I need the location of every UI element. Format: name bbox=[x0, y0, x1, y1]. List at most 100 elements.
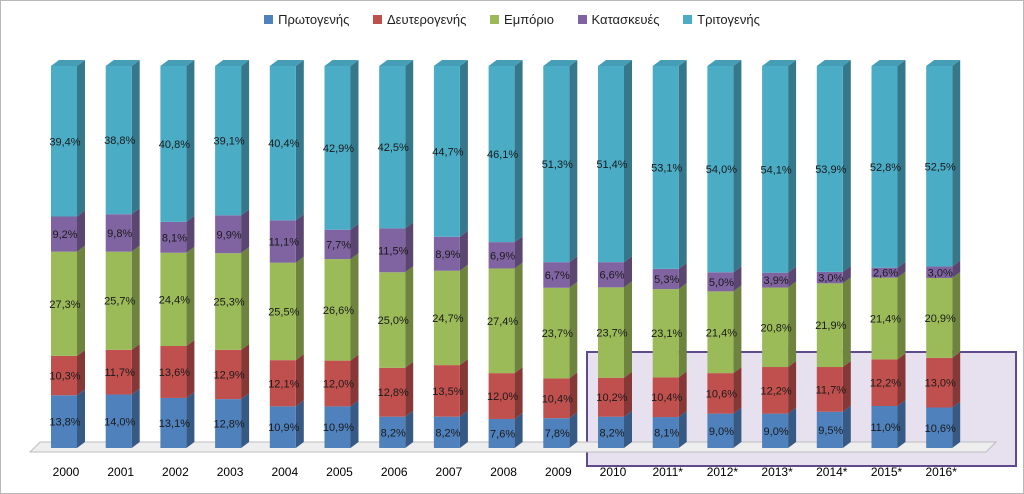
bar-side-2-2015* bbox=[897, 353, 906, 406]
x-tick-label: 2002 bbox=[162, 465, 189, 479]
bar-segment-4-2000 bbox=[51, 216, 77, 252]
bar-segment-5-2004 bbox=[269, 66, 296, 221]
bar-side-3-2016* bbox=[952, 272, 961, 358]
bar-side-4-2003 bbox=[241, 209, 250, 254]
bar-side-5-2009 bbox=[569, 60, 578, 263]
bar-side-5-2015* bbox=[897, 60, 906, 268]
bar-segment-3-2011* bbox=[652, 289, 679, 378]
bar-segment-5-2008 bbox=[488, 66, 515, 243]
bar-segment-2-2005 bbox=[324, 360, 351, 407]
data-label: 21,4% bbox=[870, 314, 901, 326]
bar-side-5-2005 bbox=[350, 60, 359, 230]
bar-segment-2-2002 bbox=[160, 346, 187, 398]
data-label: 12,2% bbox=[870, 378, 901, 390]
data-label: 9,0% bbox=[764, 426, 789, 438]
bar-side-3-2014* bbox=[842, 277, 851, 368]
data-label: 9,8% bbox=[107, 228, 132, 240]
bar-side-2-2014* bbox=[842, 361, 851, 412]
data-label: 52,8% bbox=[870, 162, 901, 174]
legend-label: Πρωτογενής bbox=[278, 12, 350, 27]
bar-side-5-2003 bbox=[241, 60, 250, 216]
data-label: 25,7% bbox=[104, 296, 135, 308]
legend-swatch bbox=[683, 15, 693, 24]
bar-segment-2-2011* bbox=[652, 377, 679, 418]
bar-segment-4-2008 bbox=[488, 242, 515, 269]
bar-side-2-2010 bbox=[624, 371, 632, 417]
bar-segment-1-2009 bbox=[543, 418, 570, 448]
bar-segment-3-2000 bbox=[51, 251, 77, 356]
data-label: 8,2% bbox=[435, 427, 460, 439]
legend-label: Τριτογενής bbox=[697, 12, 760, 27]
data-label: 42,5% bbox=[378, 142, 409, 154]
legend-label: Δευτερογενής bbox=[386, 12, 467, 27]
bar-segment-5-2014* bbox=[816, 66, 843, 272]
data-label: 8,2% bbox=[381, 427, 406, 439]
bar-segment-4-2001 bbox=[105, 214, 132, 252]
data-label: 52,5% bbox=[925, 161, 956, 173]
data-label: 7,8% bbox=[545, 428, 570, 440]
bar-segment-1-2012* bbox=[707, 413, 734, 448]
bar-segment-1-2006 bbox=[379, 416, 406, 448]
bar-side-5-2004 bbox=[295, 60, 304, 221]
data-label: 13,1% bbox=[159, 418, 190, 430]
data-label: 11,7% bbox=[105, 367, 136, 379]
bar-side-3-2013* bbox=[788, 281, 797, 368]
data-label: 12,0% bbox=[487, 391, 518, 403]
bar-segment-3-2015* bbox=[871, 277, 898, 360]
bar-side-1-2008 bbox=[514, 412, 523, 448]
bar-side-5-2006 bbox=[405, 60, 414, 229]
bar-side-3-2000 bbox=[77, 245, 85, 356]
bar-segment-4-2002 bbox=[160, 221, 187, 253]
bar-side-4-2009 bbox=[569, 256, 578, 288]
bar-segment-4-2007 bbox=[433, 236, 460, 271]
bar-top-2011* bbox=[652, 60, 687, 66]
bar-segment-3-2014* bbox=[816, 283, 843, 368]
bar-segment-4-2013* bbox=[762, 272, 789, 288]
bar-top-2000 bbox=[51, 60, 85, 66]
bar-side-1-2016* bbox=[952, 401, 961, 448]
data-label: 7,6% bbox=[490, 428, 515, 440]
data-label: 27,4% bbox=[487, 316, 518, 328]
data-label: 40,8% bbox=[159, 139, 190, 151]
bar-segment-4-2003 bbox=[215, 215, 242, 254]
bar-segment-1-2013* bbox=[762, 413, 789, 448]
bar-side-1-2005 bbox=[350, 400, 359, 448]
bar-side-2-2002 bbox=[186, 340, 195, 398]
bar-segment-4-2014* bbox=[816, 271, 843, 284]
data-label: 13,6% bbox=[159, 367, 190, 379]
bar-side-5-2001 bbox=[131, 60, 140, 215]
data-label: 5,3% bbox=[654, 274, 679, 286]
bar-side-4-2015* bbox=[897, 261, 906, 278]
bar-segment-5-2015* bbox=[871, 66, 898, 268]
x-tick-label: 2015* bbox=[871, 465, 903, 479]
legend-label: Εμπόριο bbox=[504, 12, 554, 27]
x-tick-label: 2010 bbox=[600, 465, 627, 479]
x-tick-label: 2006 bbox=[381, 465, 408, 479]
data-label: 20,9% bbox=[925, 313, 956, 325]
bar-segment-5-2007 bbox=[433, 66, 460, 237]
bar-segment-5-2002 bbox=[160, 66, 187, 222]
bar-segment-3-2010 bbox=[598, 287, 624, 378]
bar-segment-3-2002 bbox=[160, 252, 187, 347]
bar-side-4-2007 bbox=[459, 230, 468, 271]
bar-segment-4-2004 bbox=[269, 220, 296, 263]
bar-side-3-2004 bbox=[295, 256, 304, 361]
data-label: 10,4% bbox=[542, 393, 573, 405]
bar-top-2002 bbox=[160, 60, 195, 66]
legend-swatch bbox=[577, 15, 587, 24]
bar-segment-4-2010 bbox=[598, 262, 624, 288]
bar-segment-3-2006 bbox=[379, 272, 406, 368]
data-label: 3,9% bbox=[764, 275, 789, 287]
data-label: 53,9% bbox=[815, 164, 846, 176]
bar-side-4-2004 bbox=[295, 214, 304, 263]
bar-segment-2-2000 bbox=[51, 355, 77, 396]
bar-side-4-2012* bbox=[733, 266, 742, 292]
bar-side-3-2008 bbox=[514, 262, 523, 374]
bar-side-3-2007 bbox=[459, 264, 468, 366]
bar-segment-4-2016* bbox=[926, 266, 953, 279]
bar-side-1-2006 bbox=[405, 410, 414, 448]
x-tick-label: 2009 bbox=[545, 465, 572, 479]
data-label: 10,9% bbox=[323, 422, 354, 434]
bar-segment-3-2012* bbox=[707, 291, 734, 374]
bar-side-3-2011* bbox=[678, 283, 687, 378]
